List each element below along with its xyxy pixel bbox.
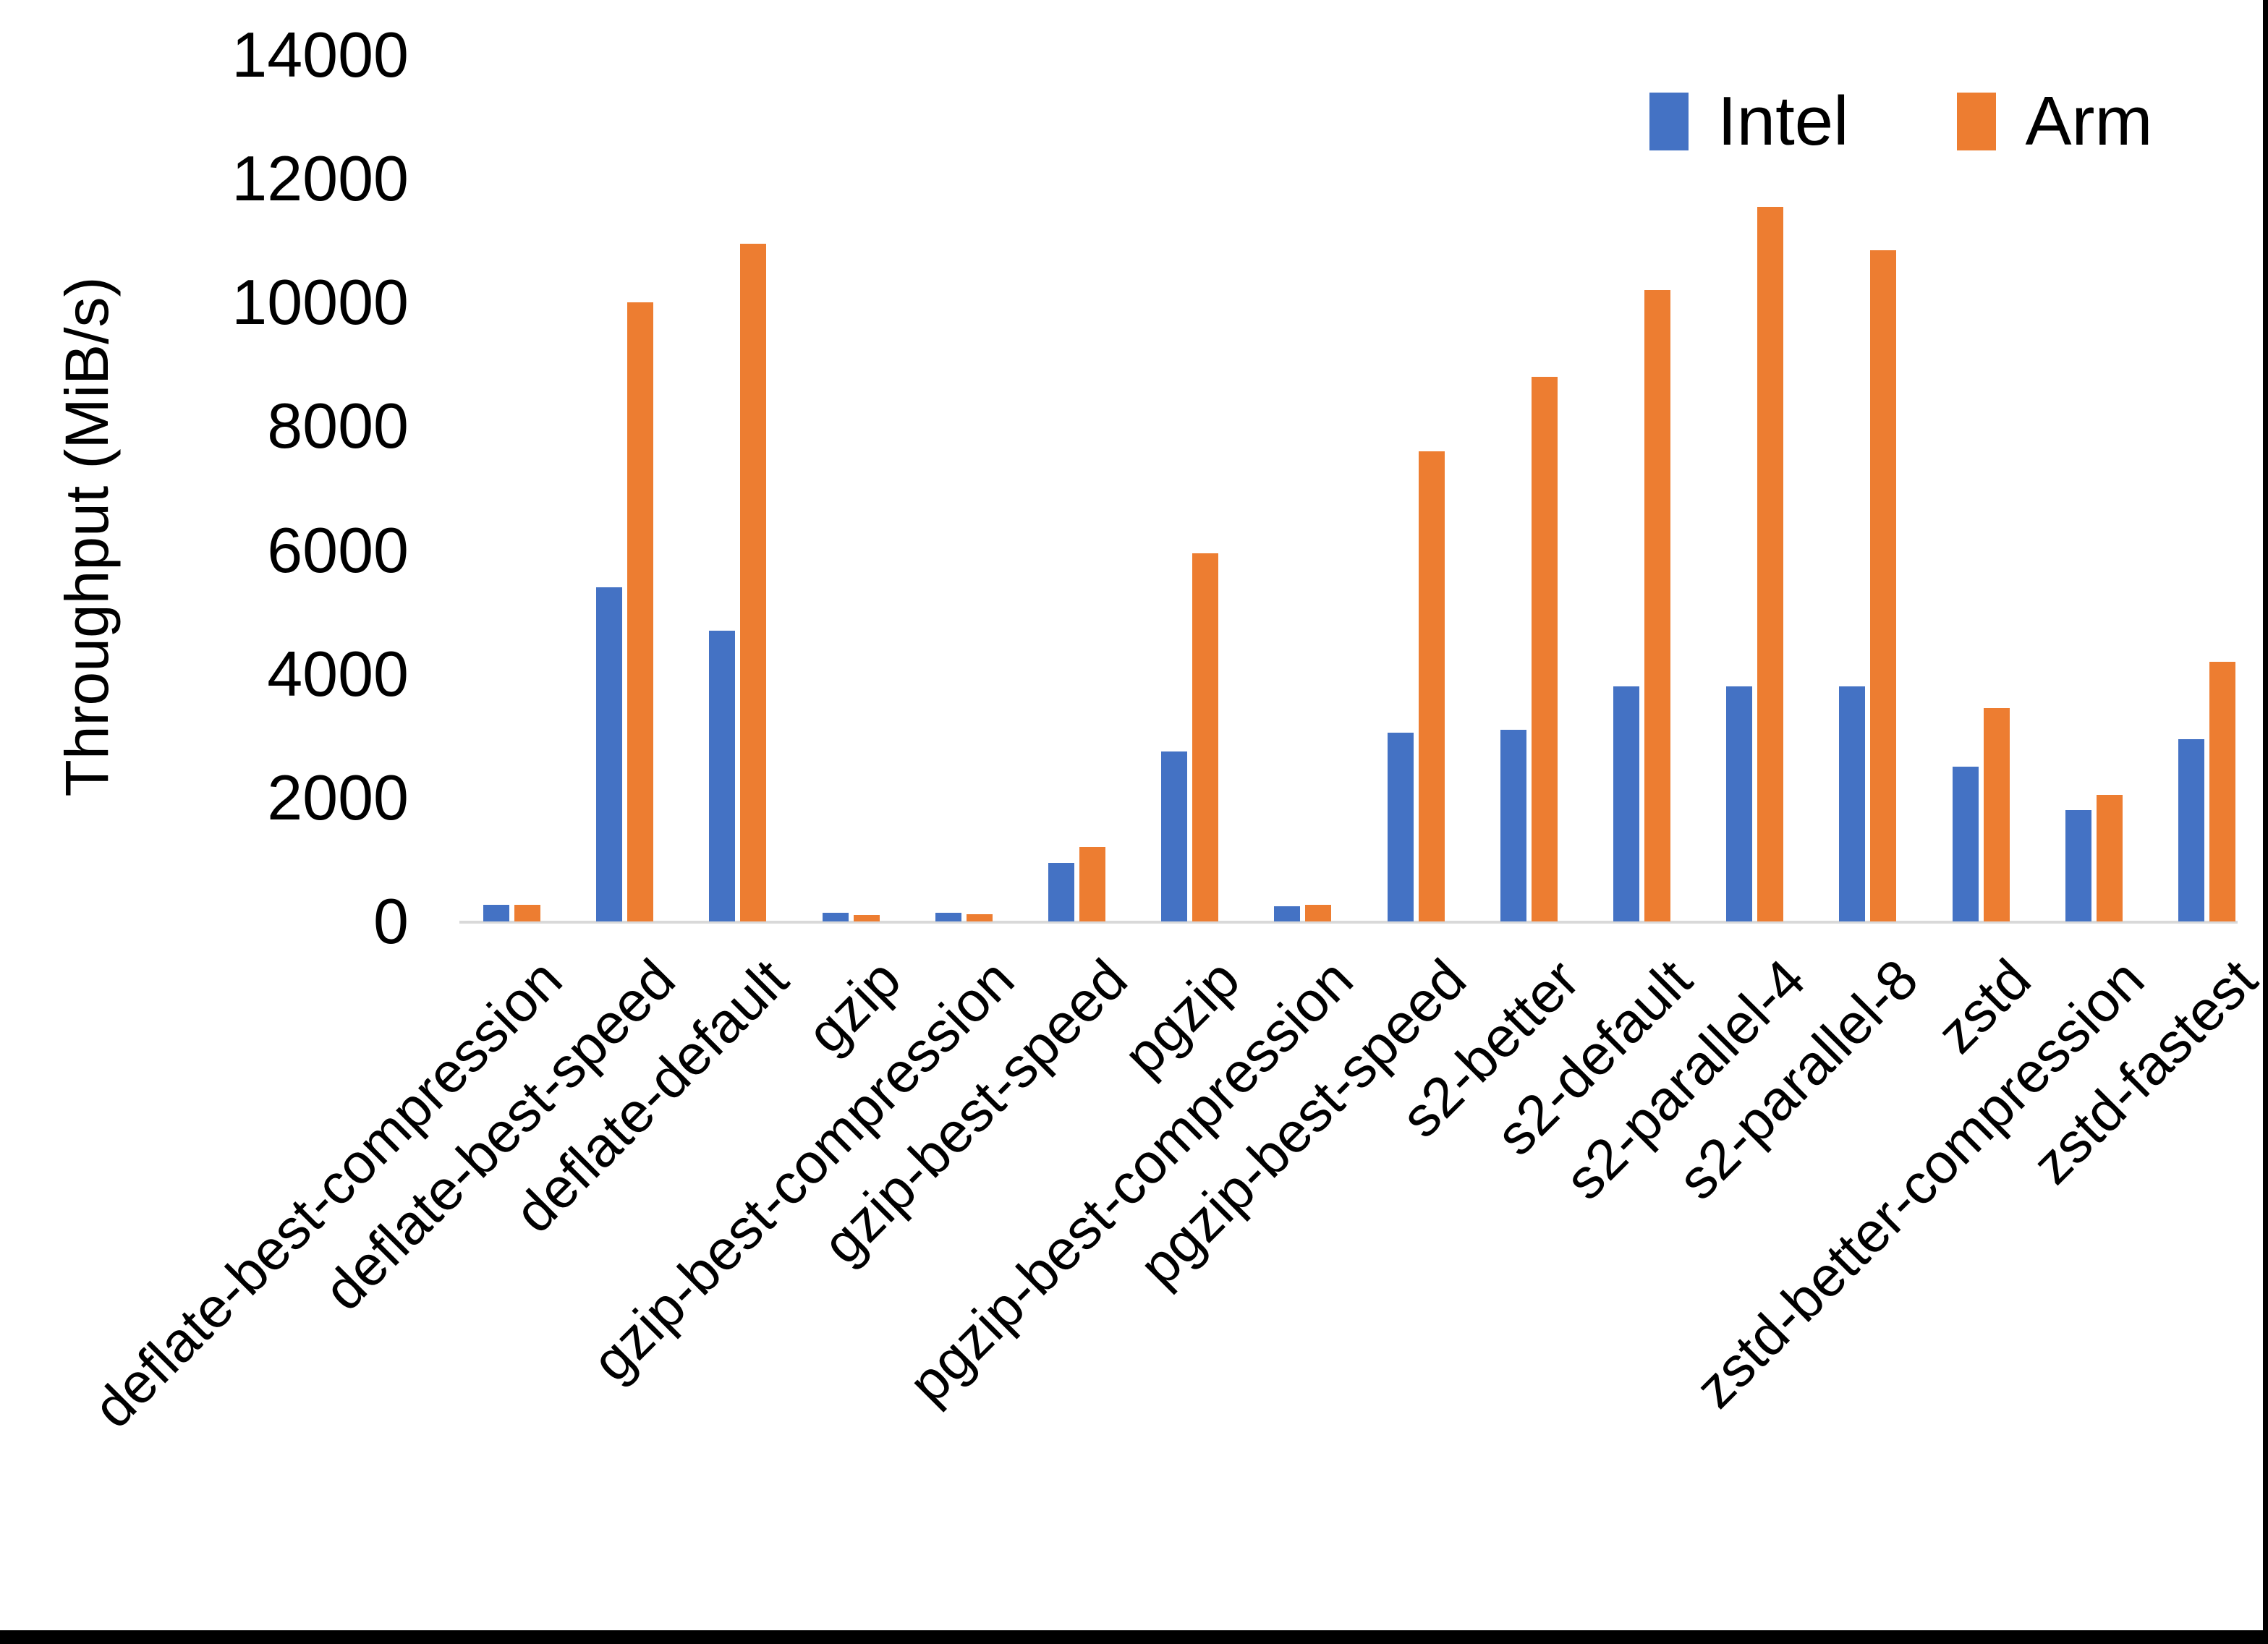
bar-intel-s2-parallel-8 (1839, 686, 1866, 921)
legend-label-arm: Arm (2025, 82, 2153, 160)
y-tick-label: 6000 (267, 514, 409, 586)
y-tick-label: 2000 (267, 761, 409, 833)
bar-arm-pgzip (1192, 553, 1219, 921)
y-tick-label: 12000 (232, 142, 409, 215)
bar-intel-gzip-best-compression (935, 913, 961, 921)
y-tick-label: 14000 (232, 19, 409, 90)
bar-intel-s2-better (1500, 729, 1526, 921)
bar-intel-zstd-better-compression (2065, 809, 2091, 921)
bar-arm-s2-parallel-4 (1757, 206, 1784, 921)
bar-intel-s2-parallel-4 (1726, 686, 1753, 921)
bar-arm-pgzip-best-speed (1418, 451, 1445, 921)
bar-arm-deflate-best-compression (514, 904, 540, 921)
bar-intel-pgzip-best-compression (1274, 906, 1301, 921)
bar-arm-deflate-default (740, 243, 767, 921)
legend-item-intel: Intel (1649, 87, 1848, 156)
window-edge-right (2263, 0, 2268, 1644)
legend: Intel Arm (1649, 87, 2152, 156)
bar-intel-deflate-best-speed (596, 587, 623, 921)
bar-arm-zstd-fastest (2209, 661, 2235, 921)
legend-item-arm: Arm (1957, 87, 2152, 156)
bar-intel-gzip-best-speed (1048, 862, 1074, 921)
bar-arm-s2-parallel-8 (1870, 250, 1897, 921)
legend-swatch-arm (1957, 93, 1997, 150)
x-axis-line (459, 921, 2238, 924)
bar-intel-zstd (1952, 767, 1979, 921)
bar-intel-s2-default (1613, 686, 1639, 921)
legend-label-intel: Intel (1717, 82, 1849, 160)
bar-intel-deflate-best-compression (483, 904, 509, 921)
bar-arm-gzip (853, 914, 880, 921)
bar-arm-gzip-best-speed (1079, 847, 1105, 921)
bar-intel-pgzip (1161, 751, 1188, 921)
bar-intel-zstd-fastest (2178, 738, 2204, 921)
bar-arm-deflate-best-speed (627, 302, 654, 921)
bar-arm-s2-better (1531, 376, 1558, 921)
bar-intel-gzip (822, 913, 849, 921)
bar-intel-deflate-default (709, 630, 736, 921)
bar-arm-zstd-better-compression (2096, 794, 2123, 921)
legend-swatch-intel (1649, 93, 1689, 150)
window-edge-bottom (0, 1630, 2268, 1644)
bar-arm-zstd (1983, 707, 2010, 921)
y-tick-label: 10000 (232, 266, 409, 338)
bar-arm-s2-default (1644, 290, 1670, 921)
bar-intel-pgzip-best-speed (1387, 733, 1414, 921)
y-tick-label: 8000 (267, 390, 409, 462)
x-category-label-deflate-best-compression: deflate-best-compression (80, 947, 574, 1440)
bar-arm-gzip-best-compression (966, 913, 993, 921)
y-tick-label: 0 (373, 885, 409, 957)
y-tick-label: 4000 (267, 637, 409, 710)
bar-arm-pgzip-best-compression (1305, 905, 1332, 921)
